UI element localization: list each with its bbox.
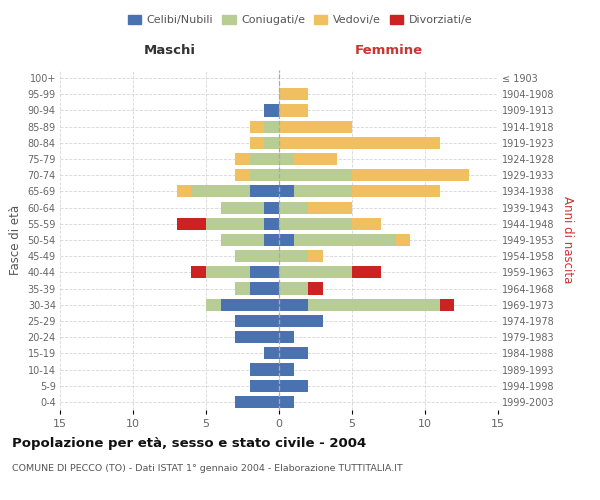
Bar (206, 218, 265, 230)
Bar (235, 153, 250, 165)
Bar (279, 315, 323, 327)
Bar (279, 266, 352, 278)
Bar (235, 315, 279, 327)
Bar (279, 153, 293, 165)
Bar (265, 202, 279, 213)
Y-axis label: Fasce di età: Fasce di età (9, 205, 22, 275)
Bar (250, 120, 265, 132)
Bar (250, 186, 279, 198)
Bar (177, 218, 206, 230)
Text: Maschi: Maschi (143, 44, 196, 57)
Bar (308, 202, 352, 213)
Bar (279, 137, 440, 149)
Bar (235, 169, 250, 181)
Bar (279, 169, 352, 181)
Bar (279, 348, 308, 360)
Bar (279, 104, 308, 117)
Bar (250, 169, 279, 181)
Bar (250, 153, 279, 165)
Bar (265, 104, 279, 117)
Text: Femmine: Femmine (355, 44, 422, 57)
Bar (279, 396, 293, 408)
Legend: Celibi/Nubili, Coniugati/e, Vedovi/e, Divorziati/e: Celibi/Nubili, Coniugati/e, Vedovi/e, Di… (124, 10, 476, 30)
Bar (250, 380, 279, 392)
Bar (279, 380, 308, 392)
Bar (250, 364, 279, 376)
Bar (265, 234, 279, 246)
Text: COMUNE DI PECCO (TO) - Dati ISTAT 1° gennaio 2004 - Elaborazione TUTTITALIA.IT: COMUNE DI PECCO (TO) - Dati ISTAT 1° gen… (12, 464, 403, 473)
Bar (235, 282, 250, 294)
Bar (265, 120, 279, 132)
Bar (206, 266, 250, 278)
Bar (308, 298, 440, 311)
Bar (279, 234, 293, 246)
Bar (221, 234, 265, 246)
Bar (352, 186, 440, 198)
Bar (250, 266, 279, 278)
Bar (279, 88, 308, 101)
Bar (177, 186, 191, 198)
Bar (250, 282, 279, 294)
Bar (279, 298, 308, 311)
Bar (235, 331, 279, 343)
Text: Popolazione per età, sesso e stato civile - 2004: Popolazione per età, sesso e stato civil… (12, 438, 366, 450)
Bar (235, 250, 279, 262)
Bar (352, 266, 381, 278)
Bar (352, 169, 469, 181)
Bar (279, 186, 293, 198)
Bar (265, 218, 279, 230)
Bar (293, 234, 396, 246)
Bar (279, 364, 293, 376)
Bar (279, 120, 352, 132)
Bar (279, 218, 352, 230)
Bar (191, 186, 250, 198)
Bar (293, 186, 352, 198)
Bar (206, 298, 221, 311)
Bar (221, 202, 265, 213)
Bar (396, 234, 410, 246)
Bar (265, 137, 279, 149)
Bar (308, 250, 323, 262)
Bar (221, 298, 279, 311)
Bar (250, 137, 265, 149)
Bar (235, 396, 279, 408)
Bar (279, 331, 293, 343)
Bar (279, 250, 308, 262)
Bar (308, 282, 323, 294)
Bar (293, 153, 337, 165)
Bar (279, 202, 308, 213)
Bar (352, 218, 381, 230)
Bar (191, 266, 206, 278)
Bar (440, 298, 454, 311)
Bar (265, 348, 279, 360)
Y-axis label: Anni di nascita: Anni di nascita (562, 196, 574, 284)
Bar (279, 282, 308, 294)
